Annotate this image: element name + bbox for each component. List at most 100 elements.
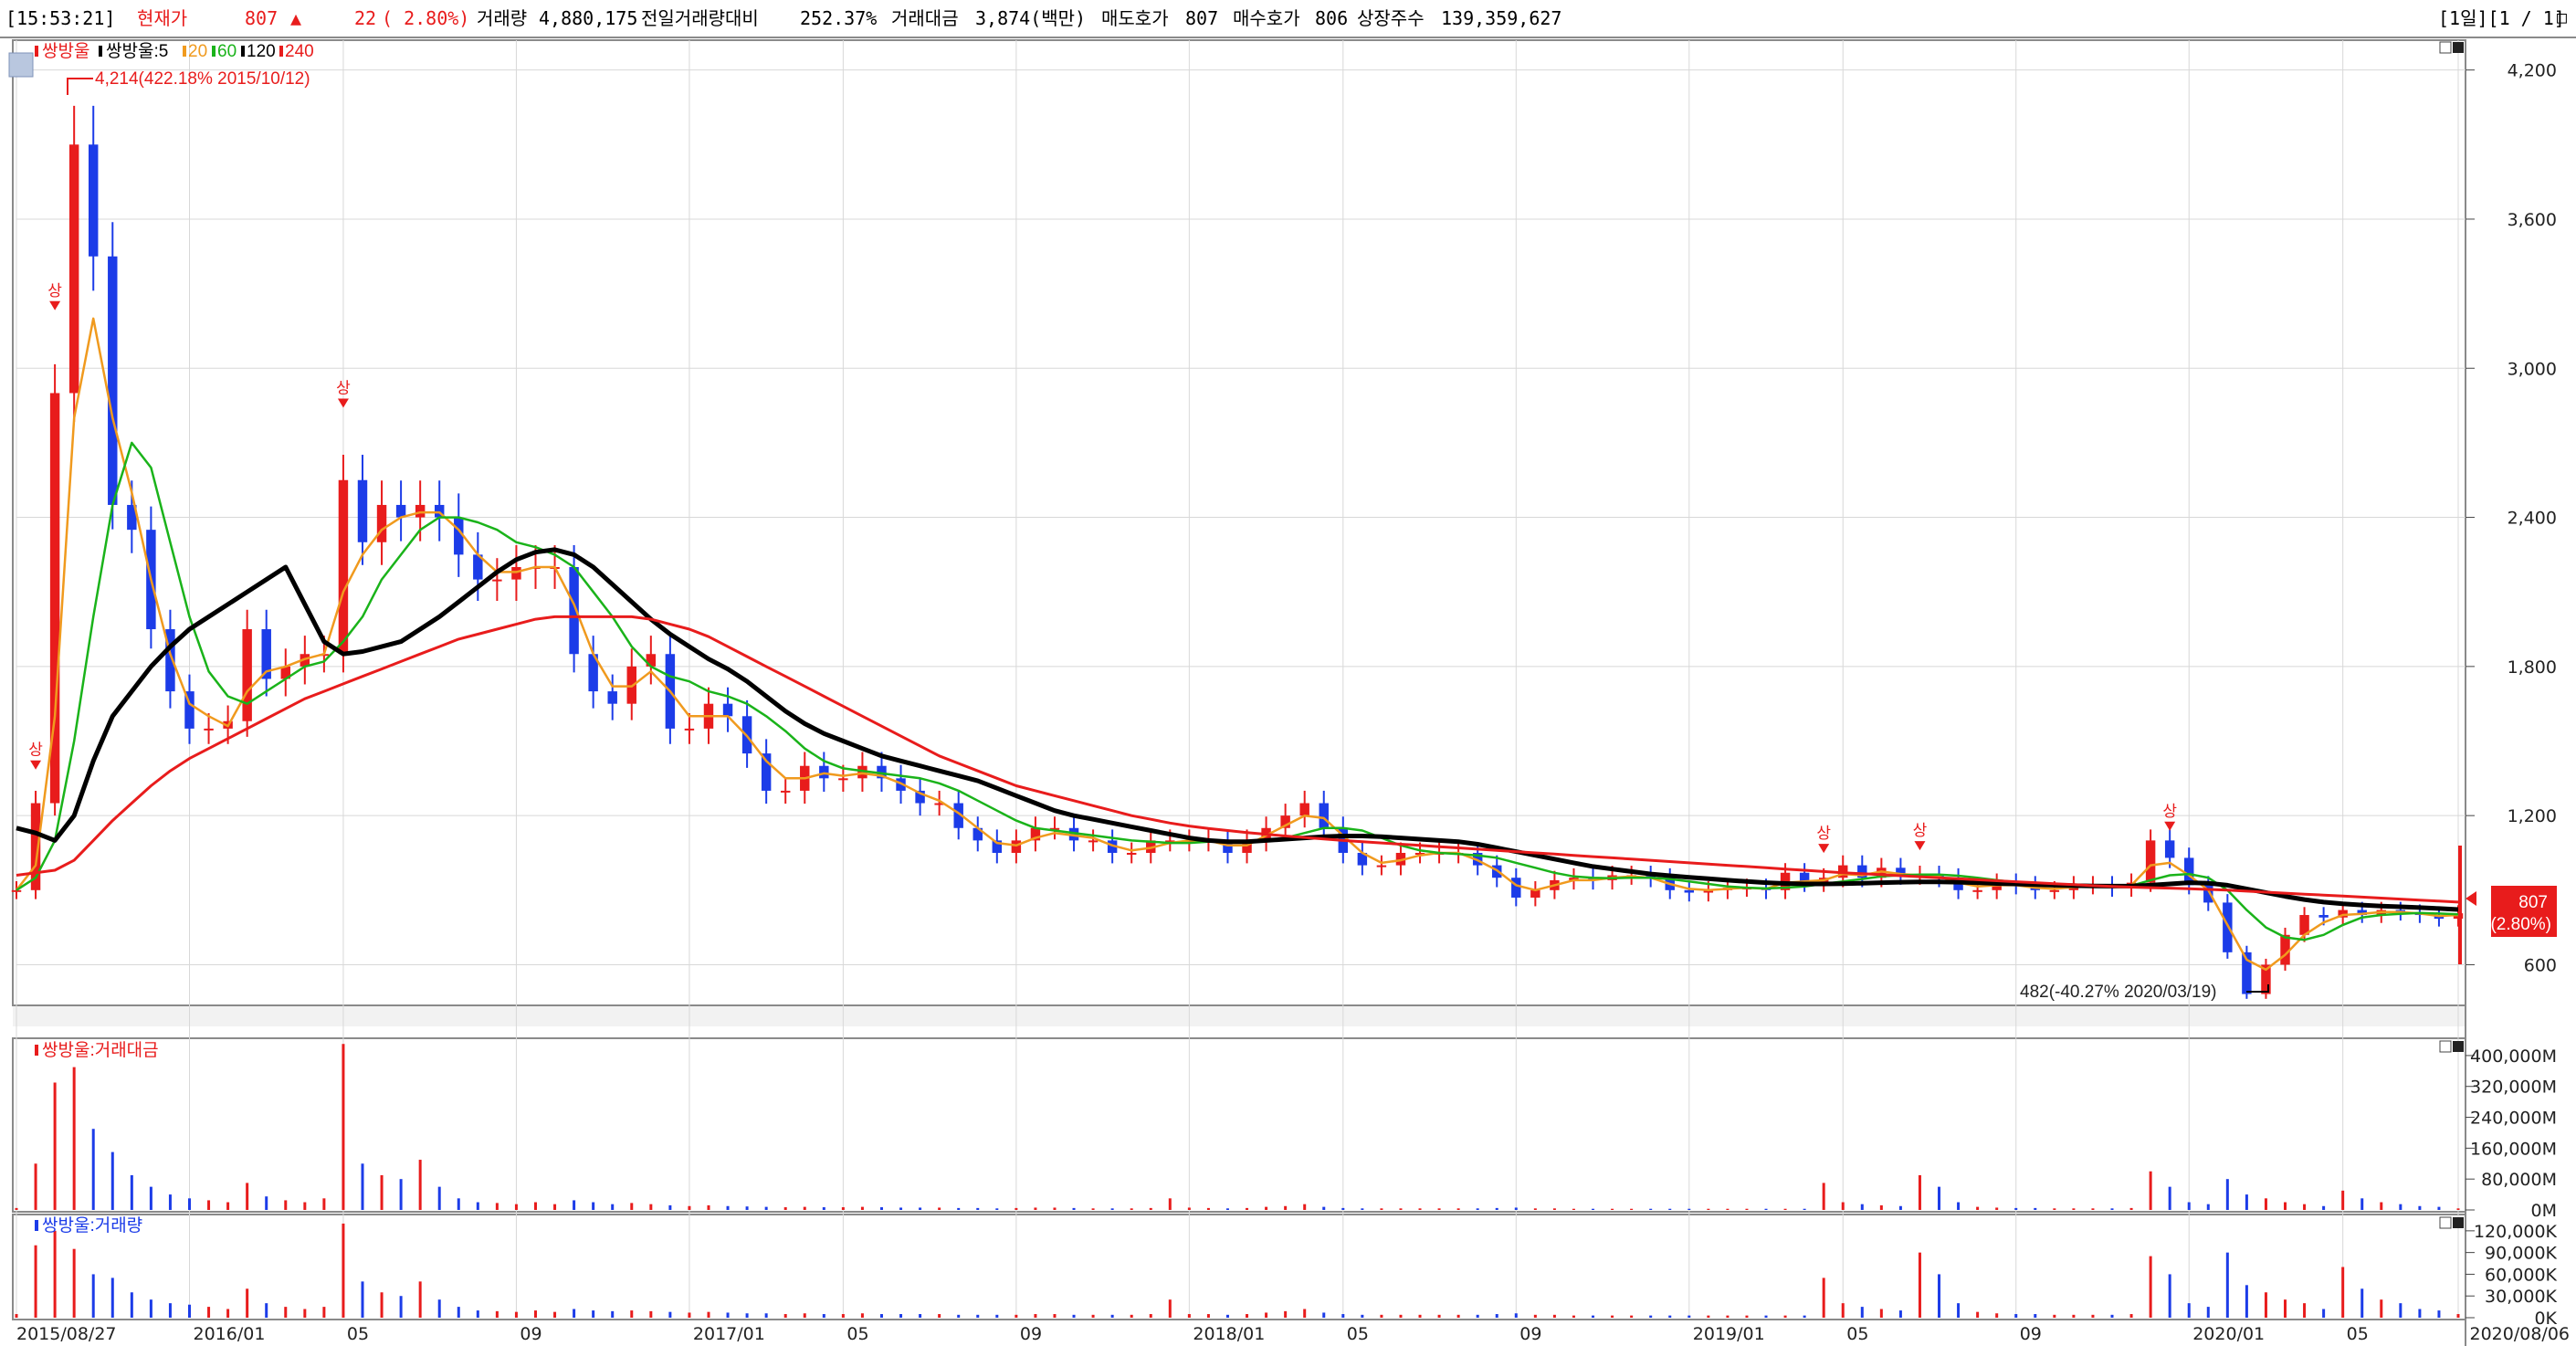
amount-bar	[2245, 1194, 2248, 1210]
volume-bar	[611, 1310, 615, 1318]
volume-minimize-icon[interactable]	[2439, 1216, 2452, 1229]
candle-body	[1972, 889, 1982, 892]
amount-bar	[1015, 1207, 1018, 1210]
volume-bar	[342, 1223, 345, 1318]
quote-header-bar: [15:53:21] 현재가 807 ▲ 22 ( 2.80%) 거래량 4,8…	[0, 0, 2576, 38]
amount-bar	[553, 1204, 557, 1210]
header-current-price: 807	[245, 7, 279, 29]
amount-bar	[1168, 1198, 1172, 1210]
volume-bar	[168, 1303, 172, 1318]
amount-close-icon[interactable]	[2453, 1041, 2464, 1052]
amount-bar	[764, 1206, 768, 1210]
volume-bar	[495, 1310, 499, 1318]
moving-average-lines	[16, 317, 2459, 972]
amount-bar	[976, 1207, 980, 1210]
volume-bar	[1110, 1314, 1114, 1318]
volume-bar	[1572, 1315, 1575, 1318]
amount-bar	[495, 1203, 499, 1210]
volume-bar	[361, 1281, 364, 1318]
candle-body	[607, 691, 617, 704]
amount-bar	[1957, 1202, 1961, 1210]
candle-body	[1395, 852, 1406, 866]
candle-body	[1799, 872, 1810, 883]
amount-bar	[1514, 1207, 1518, 1210]
candle-body	[11, 889, 22, 892]
price-tick-label: 2,400	[2508, 509, 2557, 529]
amount-minimize-icon[interactable]	[2439, 1040, 2452, 1053]
amount-bar	[2437, 1206, 2441, 1210]
amount-bar	[688, 1205, 691, 1210]
candle-body	[2280, 934, 2290, 965]
volume-bar	[207, 1307, 211, 1318]
candle-body	[300, 654, 310, 667]
volume-bar	[1456, 1314, 1460, 1318]
amount-bar	[1860, 1204, 1864, 1210]
amount-bar	[1630, 1208, 1634, 1210]
panel-settings-icon[interactable]	[8, 52, 34, 78]
volume-bar	[2206, 1307, 2210, 1318]
date-tick-label: 09	[520, 1324, 541, 1344]
amount-bar	[822, 1207, 825, 1210]
volume-bar	[649, 1310, 653, 1318]
candle-body	[108, 256, 118, 505]
volume-bar	[822, 1314, 825, 1318]
amount-bar	[91, 1129, 95, 1210]
candle-body	[1165, 840, 1175, 843]
amount-bar	[361, 1163, 364, 1210]
volume-bar	[688, 1312, 691, 1318]
date-tick-label: 2016/01	[193, 1324, 265, 1344]
header-change: 22	[354, 7, 377, 29]
candle-body	[992, 840, 1003, 853]
amount-bar	[2303, 1204, 2307, 1210]
amount-bar	[783, 1207, 787, 1210]
panel-controls[interactable]	[2439, 41, 2464, 1229]
chart-canvas[interactable]: 4,200 3,600 3,000 2,400 1,800 1,200 600 400,00…	[0, 38, 2576, 1346]
limit-up-arrow-icon	[1914, 841, 1926, 851]
candle-body	[588, 654, 598, 692]
panel-minimize-icon[interactable]	[2439, 41, 2452, 54]
candle-body	[376, 504, 387, 542]
date-tick-label: 09	[1020, 1324, 1042, 1344]
amount-bar	[303, 1202, 307, 1210]
volume-bar	[2129, 1314, 2133, 1318]
header-bid: 806	[1315, 7, 1349, 29]
volume-bar	[1938, 1274, 1941, 1318]
amount-bar	[1918, 1174, 1921, 1210]
last-price-change: (2.80%)	[2490, 915, 2551, 934]
date-x-ticks: 2015/08/27 2016/01 05 09 2017/01 05 09 2018/01 0…	[16, 1324, 2570, 1344]
volume-bar	[899, 1314, 903, 1318]
volume-tick-label: 0K	[2534, 1309, 2557, 1329]
amount-bar	[649, 1204, 653, 1210]
amount-bar	[2399, 1204, 2403, 1210]
candle-body	[127, 504, 137, 531]
price-annotations: 4,214(422.18% 2015/10/12) 482(-40.27% 20…	[67, 69, 2269, 1002]
header-trade-amount: 3,874(백만)	[975, 7, 1087, 29]
volume-bar	[2245, 1285, 2248, 1318]
candle-body	[1242, 840, 1252, 853]
volume-bar	[476, 1310, 479, 1318]
limit-up-arrow-icon	[2164, 821, 2176, 831]
candle-body	[1511, 878, 1521, 898]
volume-bar	[976, 1314, 980, 1318]
amount-bar	[899, 1207, 903, 1210]
ma-line-20	[16, 317, 2459, 972]
candle-body	[877, 765, 887, 779]
limit-up-arrow-icon	[49, 300, 61, 310]
panel-close-icon[interactable]	[2453, 42, 2464, 53]
amount-bar	[1938, 1186, 1941, 1210]
amount-bar	[34, 1163, 37, 1210]
volume-bar	[2225, 1252, 2229, 1318]
amount-bar	[2225, 1179, 2229, 1210]
limit-up-arrow-icon	[1818, 844, 1830, 854]
volume-close-icon[interactable]	[2453, 1217, 2464, 1228]
amount-tick-label: 400,000M	[2470, 1046, 2557, 1067]
amount-bar	[2149, 1171, 2152, 1210]
window-restore-icon[interactable]: □	[2557, 8, 2567, 27]
ma-line-120	[16, 547, 2459, 912]
volume-bar	[2168, 1274, 2171, 1318]
amount-bar	[284, 1200, 288, 1210]
period-indicator[interactable]: [1일][1 / 1]	[2438, 7, 2565, 29]
volume-bar	[1149, 1314, 1152, 1318]
amount-bar	[1822, 1183, 1825, 1210]
amount-bar	[2206, 1204, 2210, 1210]
